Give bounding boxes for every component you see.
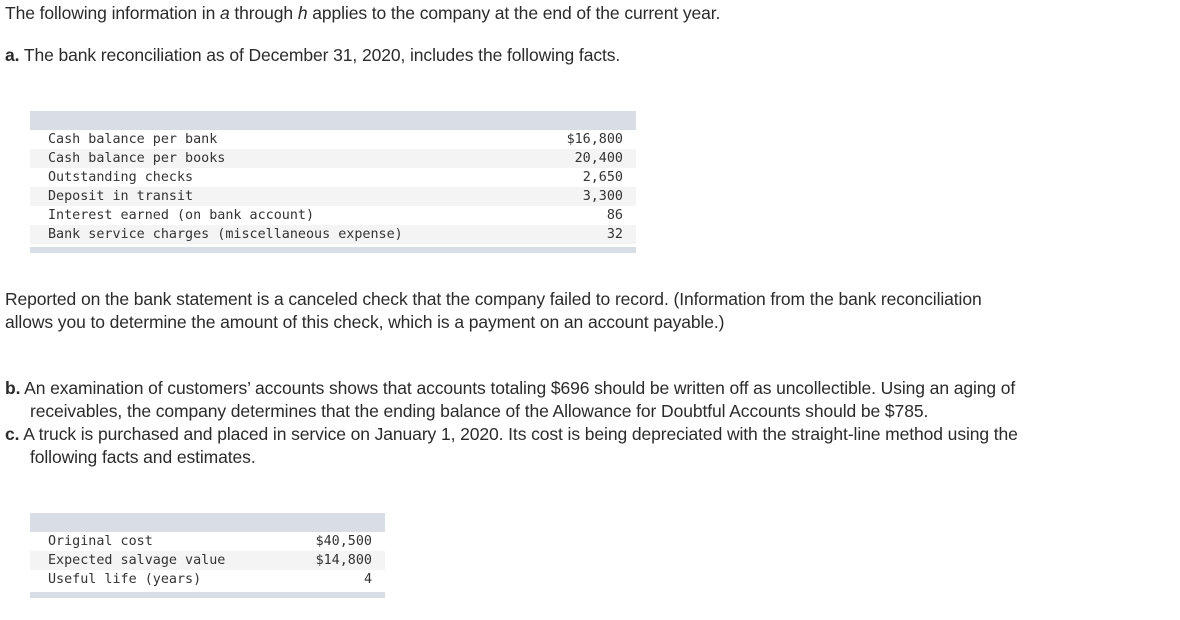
intro-text: The following information in a through h… [5, 2, 720, 25]
intro-h: h [297, 3, 308, 23]
item-c: c. A truck is purchased and placed in se… [5, 423, 1018, 469]
row-value: $14,800 [315, 553, 372, 568]
table-row: Cash balance per books 20,400 [30, 149, 636, 168]
reported-line-1: Reported on the bank statement is a canc… [5, 289, 982, 309]
row-label: Outstanding checks [48, 170, 194, 185]
table-header-band [30, 513, 385, 532]
item-b-line-2: receivables, the company determines that… [30, 401, 929, 421]
item-c-line-2: following facts and estimates. [30, 447, 256, 467]
item-c-label: c. [5, 424, 20, 444]
row-label: Deposit in transit [48, 189, 194, 204]
row-value: 2,650 [582, 170, 623, 185]
row-label: Useful life (years) [48, 572, 202, 587]
intro-middle: through [229, 3, 298, 23]
table-row: Useful life (years) 4 [30, 570, 385, 589]
table-row: Outstanding checks 2,650 [30, 168, 636, 187]
row-value: $40,500 [315, 534, 372, 549]
table-row: Bank service charges (miscellaneous expe… [30, 225, 636, 244]
intro-prefix: The following information in [5, 3, 220, 23]
row-label: Original cost [48, 534, 153, 549]
table-row: Interest earned (on bank account) 86 [30, 206, 636, 225]
item-a-label: a. [5, 45, 20, 65]
row-value: 32 [606, 227, 623, 242]
row-value: $16,800 [566, 132, 623, 147]
table-row: Deposit in transit 3,300 [30, 187, 636, 206]
item-b: b. An examination of customers’ accounts… [5, 377, 1015, 423]
row-label: Expected salvage value [48, 553, 226, 568]
intro-suffix: applies to the company at the end of the… [307, 3, 721, 23]
table-header-band [30, 111, 636, 130]
item-b-label: b. [5, 378, 21, 398]
table-footer-band [30, 592, 385, 598]
row-label: Bank service charges (miscellaneous expe… [48, 227, 403, 242]
row-label: Interest earned (on bank account) [48, 208, 315, 223]
row-value: 20,400 [574, 151, 623, 166]
row-label: Cash balance per books [48, 151, 226, 166]
item-a-text: The bank reconciliation as of December 3… [19, 45, 621, 65]
row-value: 4 [363, 572, 372, 587]
item-b-line-1: An examination of customers’ accounts sh… [20, 378, 1016, 398]
intro-a: a [220, 3, 230, 23]
bank-reconciliation-table: Cash balance per bank $16,800 Cash balan… [30, 111, 636, 253]
reported-line-2: allows you to determine the amount of th… [5, 312, 725, 332]
table-row: Cash balance per bank $16,800 [30, 130, 636, 149]
row-label: Cash balance per bank [48, 132, 218, 147]
row-value: 86 [606, 208, 623, 223]
row-value: 3,300 [582, 189, 623, 204]
item-a: a. The bank reconciliation as of Decembe… [5, 44, 620, 67]
table-row: Expected salvage value $14,800 [30, 551, 385, 570]
truck-depreciation-table: Original cost $40,500 Expected salvage v… [30, 513, 385, 598]
item-c-line-1: A truck is purchased and placed in servi… [19, 424, 1018, 444]
table-footer-band [30, 247, 636, 253]
table-row: Original cost $40,500 [30, 532, 385, 551]
reported-paragraph: Reported on the bank statement is a canc… [5, 288, 982, 334]
